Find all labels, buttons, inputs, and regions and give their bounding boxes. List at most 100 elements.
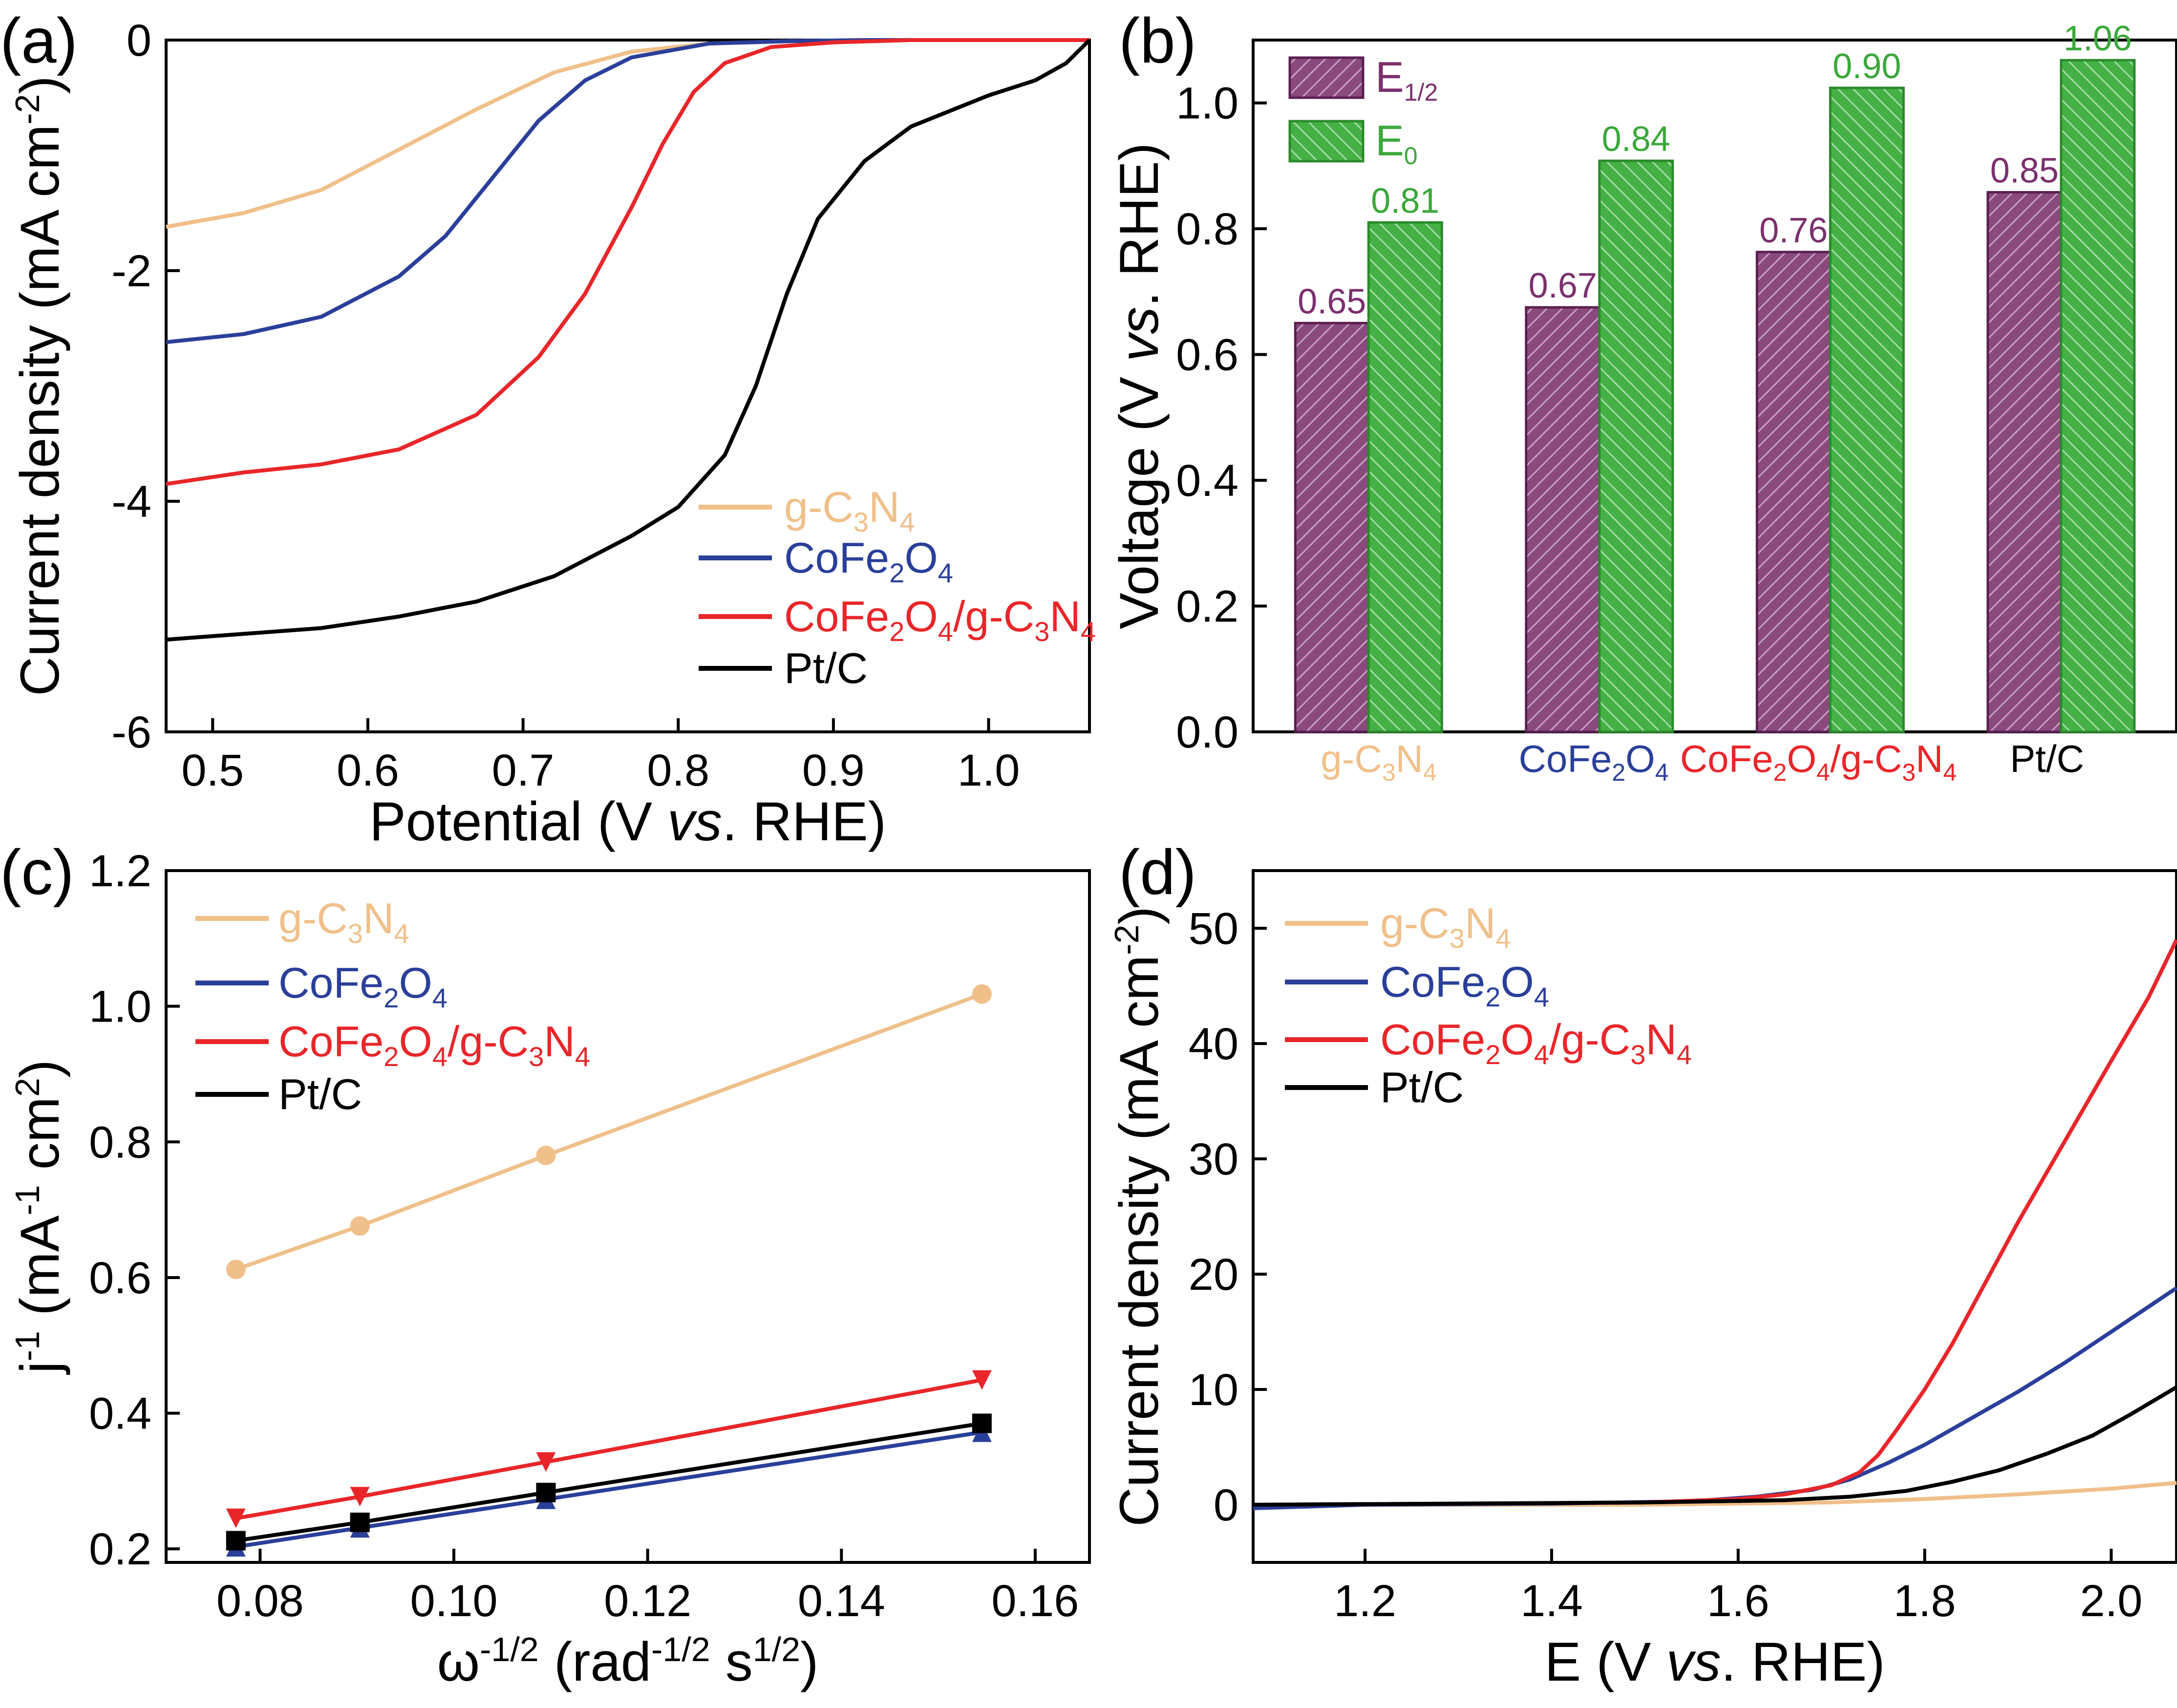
data-point — [536, 1483, 556, 1503]
x-tick-label: 0.5 — [181, 746, 244, 795]
y-tick-label: 0.8 — [1176, 204, 1238, 254]
legend-swatch-e-half — [1288, 56, 1365, 99]
bar-E1/2-CoFe2O4 — [1525, 306, 1601, 733]
y-tick-label: 0.6 — [89, 1253, 151, 1303]
panel-d-lines — [1253, 939, 2177, 1511]
panel-a-ticks: 0.5 0.6 0.7 0.8 0.9 1.0 0 -2 -4 -6 — [111, 16, 1020, 795]
series-line-Pt/C — [166, 39, 1091, 642]
legend-label-composite: CoFe2O4/g-C3N4 — [784, 592, 1096, 647]
panel-a: (a) 0.5 0.6 0.7 0.8 0.9 1.0 0 -2 -4 -6 Potential … — [0, 5, 1096, 852]
y-tick-label: 1.2 — [89, 846, 151, 896]
category-label-g-c3n4: g-C3N4 — [1321, 737, 1437, 786]
legend-label-ptc: Pt/C — [1380, 1063, 1464, 1111]
panel-b: (b) 0.00.20.40.60.81.0 0.650.810.670.840… — [1109, 5, 2177, 786]
legend-label-composite: CoFe2O4/g-C3N4 — [278, 1017, 590, 1072]
legend-label-cofe2o4: CoFe2O4 — [784, 534, 953, 588]
legend-label-e-half: E1/2 — [1375, 53, 1438, 106]
panel-b-ylabel: Voltage (V vs. RHE) — [1109, 143, 1170, 629]
legend-label-g-c3n4: g-C3N4 — [784, 483, 915, 537]
x-tick-label: 1.8 — [1894, 1576, 1956, 1626]
series-line-g-C3N4 — [166, 38, 1089, 229]
category-label-cofe2o4: CoFe2O4 — [1518, 737, 1668, 786]
legend-label-g-c3n4: g-C3N4 — [1380, 899, 1511, 954]
panel-c-label: (c) — [0, 836, 74, 908]
x-tick-label: 1.4 — [1520, 1576, 1583, 1626]
x-tick-label: 1.0 — [958, 746, 1020, 795]
panel-b-frame — [1252, 39, 2177, 733]
y-tick-label: 10 — [1189, 1365, 1238, 1415]
series-line-CoFe2O4 — [235, 1430, 982, 1549]
x-tick-label: 0.8 — [647, 746, 709, 795]
y-tick-label: 0.2 — [89, 1524, 151, 1574]
bar-E0-g-C3N4 — [1367, 221, 1443, 733]
panel-a-xlabel: Potential (V vs. RHE) — [369, 791, 886, 852]
data-point — [536, 1146, 556, 1166]
legend-label-cofe2o4: CoFe2O4 — [278, 959, 448, 1013]
panel-c-lines — [226, 984, 992, 1557]
y-tick-label: -2 — [111, 246, 151, 296]
data-point — [972, 1370, 992, 1390]
series-line-CoFe2O4 — [1253, 1286, 2177, 1511]
series-line-CoFe2O4/g-C3N4 — [235, 1378, 982, 1520]
panel-a-label: (a) — [0, 5, 78, 76]
y-tick-label: 0.2 — [1176, 582, 1238, 632]
panel-b-label: (b) — [1119, 5, 1196, 76]
series-line-CoFe2O4/g-C3N4 — [166, 38, 1089, 486]
x-tick-label: 2.0 — [2080, 1576, 2142, 1626]
legend-label-ptc: Pt/C — [278, 1070, 362, 1118]
category-label-ptc: Pt/C — [2010, 737, 2084, 780]
panel-d-frame — [1252, 869, 2177, 1564]
y-tick-label: 0.4 — [89, 1389, 151, 1439]
panel-d-xlabel: E (V vs. RHE) — [1545, 1631, 1885, 1692]
bar-value-label: 0.90 — [1833, 47, 1901, 86]
x-tick-label: 0.6 — [337, 746, 399, 795]
bar-E1/2-g-C3N4 — [1294, 321, 1370, 733]
x-tick-label: 0.08 — [216, 1576, 304, 1626]
y-tick-label: 1.0 — [1176, 79, 1238, 128]
panel-c-legend: g-C3N4 CoFe2O4 CoFe2O4/g-C3N4 Pt/C — [195, 894, 590, 1118]
panel-c: (c) 0.08 0.10 0.12 0.14 0.16 0.2 0.4 0.6 0.8 1.0 1… — [0, 836, 1091, 1692]
y-tick-label: 0 — [127, 16, 151, 65]
panel-b-categories: g-C3N4 CoFe2O4 CoFe2O4/g-C3N4 Pt/C — [1321, 737, 2084, 786]
data-point — [350, 1513, 370, 1533]
x-tick-label: 1.2 — [1334, 1576, 1396, 1626]
y-tick-label: 0.6 — [1176, 330, 1238, 380]
data-point — [536, 1452, 556, 1472]
y-tick-label: 50 — [1189, 904, 1238, 954]
panel-b-bars: 0.65 0.81 0.67 0.84 0.76 0.90 0.85 1.06 — [1294, 19, 2136, 733]
data-point — [972, 984, 992, 1004]
x-tick-label: 1.6 — [1707, 1576, 1770, 1626]
legend-label-composite: CoFe2O4/g-C3N4 — [1380, 1015, 1692, 1070]
series-line-CoFe2O4 — [166, 38, 1089, 344]
panel-d-legend: g-C3N4 CoFe2O4 CoFe2O4/g-C3N4 Pt/C — [1285, 899, 1692, 1111]
y-tick-label: 0.0 — [1176, 707, 1238, 757]
bar-value-label: 1.06 — [2064, 19, 2132, 58]
x-tick-label: 0.16 — [991, 1576, 1079, 1626]
panel-a-lines — [166, 38, 1091, 642]
panel-a-legend: g-C3N4 CoFe2O4 CoFe2O4/g-C3N4 Pt/C — [699, 483, 1096, 692]
legend-label-g-c3n4: g-C3N4 — [278, 894, 409, 949]
y-tick-label: 0.4 — [1176, 456, 1238, 506]
panel-d: (d) 1.2 1.4 1.6 1.8 2.0 0 10 20 30 40 50 E (V vs. … — [1108, 836, 2177, 1692]
data-point — [350, 1216, 370, 1236]
y-tick-label: 30 — [1189, 1134, 1238, 1184]
series-line-Pt/C — [1253, 1385, 2177, 1507]
bar-value-label: 0.85 — [1990, 151, 2059, 191]
panel-a-frame — [165, 39, 1091, 733]
data-point — [226, 1531, 246, 1551]
y-tick-label: 0.8 — [89, 1117, 151, 1167]
x-tick-label: 0.10 — [410, 1576, 497, 1626]
y-tick-label: 40 — [1189, 1019, 1238, 1069]
x-tick-label: 0.12 — [604, 1576, 691, 1626]
x-tick-label: 0.14 — [798, 1576, 885, 1626]
series-line-g-C3N4 — [235, 992, 983, 1272]
panel-d-label: (d) — [1119, 836, 1196, 908]
x-tick-label: 0.9 — [802, 746, 865, 795]
panel-c-frame — [165, 869, 1091, 1564]
data-point — [350, 1487, 370, 1507]
legend-label-ptc: Pt/C — [784, 644, 868, 692]
bar-value-label: 0.65 — [1298, 282, 1366, 321]
bar-E1/2-Pt/C — [1986, 191, 2063, 733]
panel-c-ylabel: j-1 (mA-1 cm2) — [8, 1060, 70, 1375]
